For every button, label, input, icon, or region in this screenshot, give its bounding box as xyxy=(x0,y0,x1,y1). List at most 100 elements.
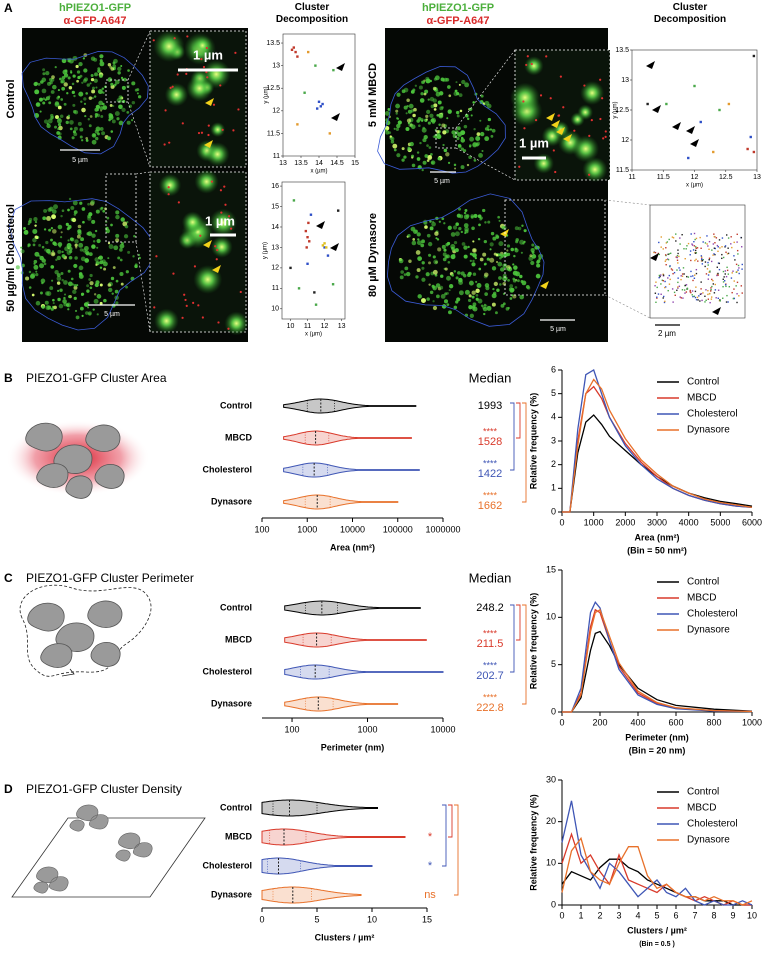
puncta xyxy=(68,197,72,201)
puncta xyxy=(59,236,63,239)
cluster-dot xyxy=(679,296,681,298)
puncta xyxy=(71,283,75,286)
puncta xyxy=(41,245,45,249)
cluster-dot xyxy=(677,281,679,284)
x-tick-label: 14 xyxy=(315,160,323,167)
puncta xyxy=(387,107,391,111)
cluster-dot xyxy=(690,233,692,235)
puncta xyxy=(63,82,68,87)
puncta xyxy=(89,82,92,85)
cluster-dot xyxy=(676,256,678,259)
cluster-dot xyxy=(660,274,662,276)
cluster-dot xyxy=(700,288,702,290)
x-tick-label: 11 xyxy=(628,174,635,181)
decomp-title: Cluster Decomposition xyxy=(275,2,349,25)
puncta xyxy=(48,101,52,105)
puncta xyxy=(110,67,115,71)
puncta xyxy=(111,292,114,295)
median-value: 211.5 xyxy=(477,638,504,650)
inset-red xyxy=(562,106,565,109)
puncta xyxy=(73,132,78,137)
puncta xyxy=(384,129,388,132)
cluster-dot xyxy=(716,266,718,268)
puncta xyxy=(473,159,477,162)
cluster-dot xyxy=(672,237,675,239)
cluster-dot xyxy=(733,241,735,244)
cluster-dot xyxy=(663,295,665,298)
cluster-dot xyxy=(693,295,695,297)
cluster-point xyxy=(290,48,294,52)
puncta xyxy=(42,68,46,72)
puncta xyxy=(463,274,467,278)
panel-title: PIEZO1-GFP Cluster Area xyxy=(26,371,167,385)
puncta xyxy=(464,226,469,232)
cluster-dot xyxy=(677,286,679,288)
cluster-point xyxy=(328,132,331,135)
violin xyxy=(261,857,373,875)
x-axis-label: x (µm) xyxy=(686,183,703,189)
puncta xyxy=(119,258,123,262)
cluster-dot xyxy=(732,270,734,272)
puncta xyxy=(99,127,104,131)
cluster-dot xyxy=(658,276,660,279)
y-tick-label: 11 xyxy=(272,285,279,292)
puncta xyxy=(432,255,436,259)
puncta xyxy=(117,66,122,72)
cluster-dot xyxy=(694,238,696,241)
puncta xyxy=(91,219,96,224)
puncta xyxy=(429,290,434,295)
puncta xyxy=(450,232,456,237)
puncta xyxy=(478,267,482,271)
puncta xyxy=(121,78,124,81)
puncta xyxy=(384,111,390,116)
puncta xyxy=(73,296,77,301)
cluster-dot xyxy=(689,291,691,293)
puncta xyxy=(104,207,107,211)
inset-red xyxy=(573,129,576,132)
puncta xyxy=(125,285,129,289)
puncta xyxy=(405,112,408,115)
puncta xyxy=(127,69,130,72)
puncta xyxy=(502,302,506,306)
cluster-point xyxy=(309,213,313,216)
puncta xyxy=(54,102,60,107)
puncta xyxy=(457,144,462,148)
puncta xyxy=(99,301,103,305)
cluster-point xyxy=(752,54,756,58)
inset-red xyxy=(202,65,206,69)
cluster-dot xyxy=(696,247,699,249)
puncta xyxy=(88,124,92,128)
x-tick-label: 3000 xyxy=(647,517,667,527)
panel-label: A xyxy=(4,1,13,15)
inset-red xyxy=(192,301,195,304)
puncta xyxy=(440,294,446,299)
puncta xyxy=(59,77,62,81)
puncta xyxy=(430,104,435,109)
cluster-point xyxy=(331,283,335,286)
x-axis-label: x (µm) xyxy=(310,169,327,175)
puncta xyxy=(410,226,416,232)
cluster-dot xyxy=(701,259,704,262)
puncta xyxy=(506,249,509,252)
puncta xyxy=(34,251,40,257)
puncta xyxy=(45,240,49,245)
arrowhead xyxy=(650,253,659,261)
cluster-dot xyxy=(667,289,669,292)
puncta xyxy=(56,255,62,261)
cluster-dot xyxy=(693,277,696,279)
puncta xyxy=(426,297,430,301)
cluster-dot xyxy=(699,300,701,302)
inset-blob xyxy=(524,56,544,76)
cluster-dot xyxy=(714,283,716,286)
puncta xyxy=(420,118,424,122)
cluster-dot xyxy=(660,283,662,285)
puncta xyxy=(455,276,459,280)
puncta xyxy=(97,67,101,71)
arrowhead xyxy=(686,126,695,134)
inset-red xyxy=(221,128,224,131)
puncta xyxy=(103,298,107,303)
puncta xyxy=(460,136,464,140)
puncta xyxy=(517,279,520,283)
puncta xyxy=(72,289,77,295)
puncta xyxy=(80,292,85,296)
